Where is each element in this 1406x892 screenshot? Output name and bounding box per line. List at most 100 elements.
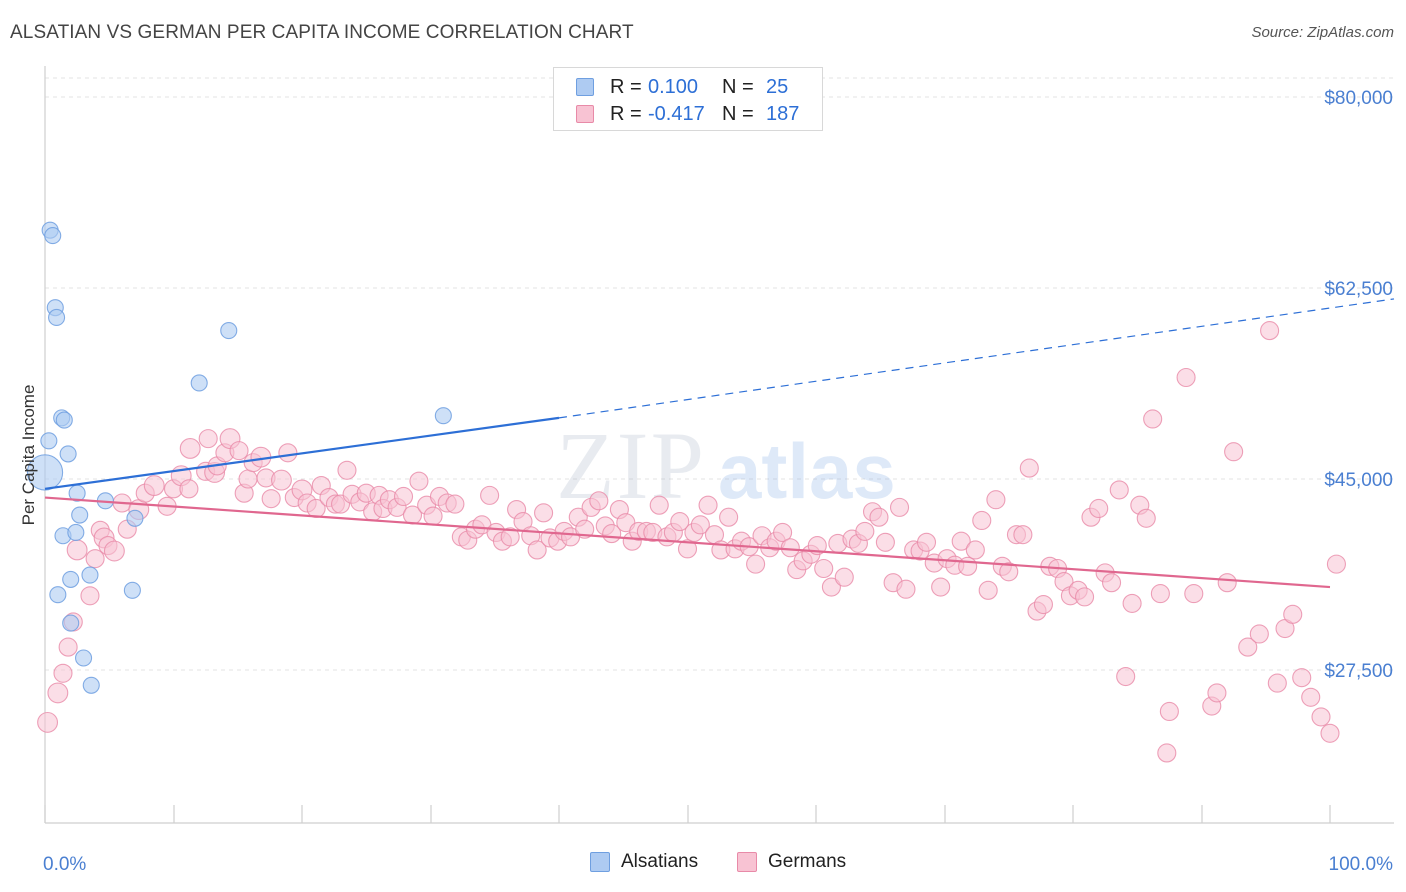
germans-swatch	[576, 105, 594, 123]
n-label: N =	[722, 75, 754, 98]
germans-point	[834, 567, 854, 587]
germans-point	[143, 475, 165, 496]
germans-point	[66, 539, 88, 561]
germans-point	[58, 637, 78, 657]
germans-point	[53, 663, 73, 683]
germans-point	[719, 507, 739, 527]
tick-labels: $80,000 $62,500 $45,000 $27,500 0.0% 100.0%	[43, 88, 1393, 875]
germans-point	[698, 495, 718, 515]
germans-point	[589, 491, 609, 511]
germans-point	[773, 522, 793, 543]
germans-point	[179, 437, 201, 459]
watermark-zip: ZIP	[556, 412, 706, 519]
germans-point	[1176, 367, 1196, 388]
legend-item-germans[interactable]: Germans	[737, 851, 846, 873]
alsatians-point	[49, 586, 67, 604]
germans-point	[1019, 458, 1039, 478]
germans-point	[337, 460, 357, 480]
germans-point	[1224, 442, 1244, 462]
germans-point	[480, 485, 500, 505]
germans-point	[1013, 525, 1033, 545]
stats-legend: R = 0.100 N = 25 R = -0.417 N = 187	[553, 67, 823, 131]
alsatians-point	[55, 411, 73, 429]
germans-point	[670, 512, 690, 532]
chart-title: ALSATIAN VS GERMAN PER CAPITA INCOME COR…	[10, 22, 634, 43]
alsatians-point	[75, 649, 93, 667]
germans-point	[1116, 666, 1136, 687]
n-value: 25	[766, 75, 789, 98]
germans-point	[103, 540, 125, 562]
alsatians-point	[81, 566, 99, 584]
legend-label: Alsatians	[621, 851, 699, 872]
watermark: ZIP atlas	[556, 412, 896, 519]
germans-point	[37, 711, 59, 733]
alsatians-point	[220, 322, 238, 340]
n-value: 187	[766, 102, 800, 125]
germans-point	[931, 577, 951, 597]
alsatians-point	[62, 614, 80, 632]
y-tick-label: $45,000	[1324, 470, 1393, 491]
germans-point	[1150, 584, 1170, 604]
alsatians-point	[71, 506, 89, 524]
germans-point	[896, 579, 916, 599]
y-tick-label: $80,000	[1324, 88, 1393, 109]
alsatians-trend-line	[44, 416, 560, 490]
germans-point	[1136, 508, 1156, 528]
germans-point	[1326, 554, 1346, 574]
germans-point	[875, 532, 895, 552]
germans-point	[889, 497, 910, 517]
germans-point	[1301, 687, 1321, 707]
n-label: N =	[722, 102, 754, 125]
germans-point	[198, 429, 218, 449]
legend-item-alsatians[interactable]: Alsatians	[590, 851, 698, 873]
germans-point	[958, 556, 978, 576]
germans-point	[85, 549, 105, 569]
alsatians-legend-swatch	[590, 852, 610, 872]
germans-point	[972, 510, 992, 531]
germans-point	[1238, 637, 1258, 657]
germans-point	[1143, 409, 1163, 429]
germans-point	[278, 443, 298, 463]
x-tick-label: 100.0%	[1329, 854, 1394, 875]
germans-point	[423, 506, 443, 526]
r-value: -0.417	[648, 102, 705, 125]
watermark-atlas: atlas	[718, 427, 896, 515]
germans-points	[37, 321, 1346, 763]
legend-row-germans: R = -0.417 N = 187	[576, 101, 799, 127]
legend-label: Germans	[768, 851, 847, 872]
germans-point	[978, 580, 998, 600]
germans-point	[1320, 723, 1340, 743]
legend-row-alsatians: R = 0.100 N = 25	[576, 74, 788, 100]
germans-point	[1207, 683, 1227, 703]
germans-point	[1311, 707, 1331, 727]
germans-point	[270, 469, 292, 491]
germans-point	[1159, 701, 1179, 722]
germans-point	[527, 540, 547, 560]
germans-point	[855, 521, 875, 541]
alsatians-point	[62, 570, 80, 588]
y-tick-label: $27,500	[1324, 661, 1393, 682]
alsatians-point	[48, 308, 66, 327]
r-value: 0.100	[648, 75, 699, 98]
germans-point	[445, 494, 465, 514]
alsatians-points	[26, 221, 452, 694]
germans-point	[1267, 673, 1287, 693]
germans-point	[1033, 594, 1053, 615]
germans-trend-line	[44, 496, 1331, 589]
germans-point	[690, 515, 710, 535]
germans-point	[951, 531, 971, 551]
germans-point	[916, 532, 937, 552]
germans-point	[534, 503, 554, 523]
y-axis-title: Per Capita Income	[19, 385, 38, 526]
germans-point	[1260, 321, 1280, 341]
germans-point	[500, 527, 520, 547]
germans-point	[821, 577, 841, 597]
germans-point	[999, 562, 1019, 582]
source-label: Source: ZipAtlas.com	[1251, 24, 1394, 41]
germans-point	[575, 519, 595, 539]
germans-point	[229, 441, 249, 461]
r-label: R =	[610, 102, 642, 125]
alsatians-point	[67, 523, 85, 542]
germans-point	[814, 558, 834, 579]
germans-point	[1102, 573, 1122, 593]
